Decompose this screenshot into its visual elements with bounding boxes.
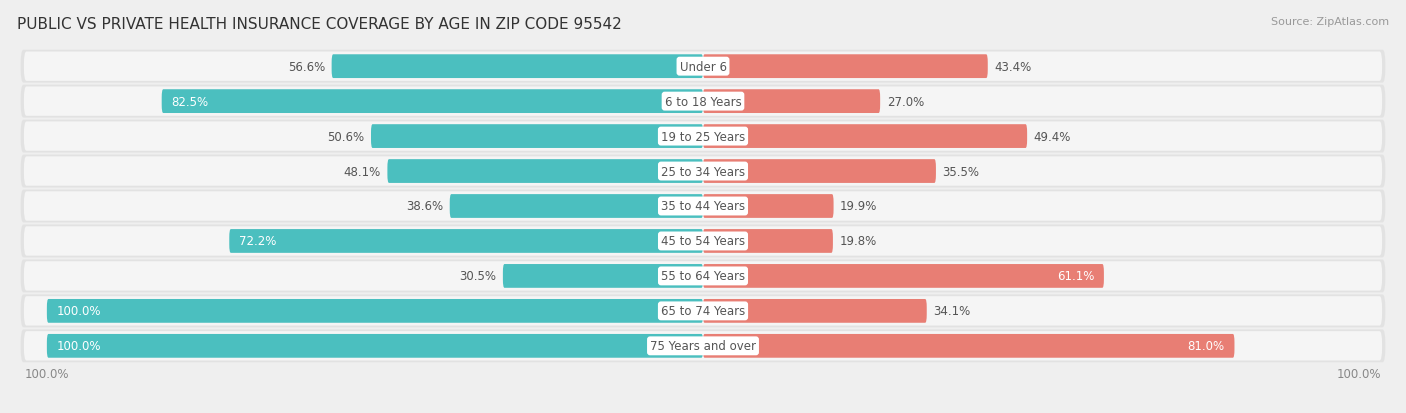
FancyBboxPatch shape <box>24 297 1382 326</box>
Text: 75 Years and over: 75 Years and over <box>650 339 756 352</box>
FancyBboxPatch shape <box>21 330 1385 362</box>
Text: 35.5%: 35.5% <box>942 165 980 178</box>
FancyBboxPatch shape <box>21 85 1385 118</box>
FancyBboxPatch shape <box>24 331 1382 361</box>
Text: 55 to 64 Years: 55 to 64 Years <box>661 270 745 283</box>
Text: 34.1%: 34.1% <box>934 305 970 318</box>
FancyBboxPatch shape <box>21 190 1385 223</box>
FancyBboxPatch shape <box>503 264 703 288</box>
FancyBboxPatch shape <box>703 90 880 114</box>
Text: 82.5%: 82.5% <box>172 95 208 108</box>
FancyBboxPatch shape <box>24 52 1382 82</box>
FancyBboxPatch shape <box>21 225 1385 258</box>
FancyBboxPatch shape <box>703 125 1028 149</box>
Text: 6 to 18 Years: 6 to 18 Years <box>665 95 741 108</box>
Text: 50.6%: 50.6% <box>328 130 364 143</box>
Text: 25 to 34 Years: 25 to 34 Years <box>661 165 745 178</box>
Text: 19 to 25 Years: 19 to 25 Years <box>661 130 745 143</box>
Text: 56.6%: 56.6% <box>288 61 325 74</box>
FancyBboxPatch shape <box>371 125 703 149</box>
FancyBboxPatch shape <box>703 195 834 218</box>
FancyBboxPatch shape <box>21 51 1385 83</box>
FancyBboxPatch shape <box>703 299 927 323</box>
Text: 19.9%: 19.9% <box>841 200 877 213</box>
Text: 100.0%: 100.0% <box>56 339 101 352</box>
FancyBboxPatch shape <box>21 295 1385 328</box>
FancyBboxPatch shape <box>703 55 988 79</box>
FancyBboxPatch shape <box>24 157 1382 186</box>
Text: 100.0%: 100.0% <box>56 305 101 318</box>
Text: Source: ZipAtlas.com: Source: ZipAtlas.com <box>1271 17 1389 26</box>
FancyBboxPatch shape <box>24 122 1382 152</box>
FancyBboxPatch shape <box>450 195 703 218</box>
FancyBboxPatch shape <box>46 334 703 358</box>
FancyBboxPatch shape <box>21 120 1385 153</box>
Text: Under 6: Under 6 <box>679 61 727 74</box>
FancyBboxPatch shape <box>703 264 1104 288</box>
Text: 45 to 54 Years: 45 to 54 Years <box>661 235 745 248</box>
Text: 61.1%: 61.1% <box>1057 270 1094 283</box>
FancyBboxPatch shape <box>21 155 1385 188</box>
Text: 65 to 74 Years: 65 to 74 Years <box>661 305 745 318</box>
FancyBboxPatch shape <box>162 90 703 114</box>
Text: 72.2%: 72.2% <box>239 235 277 248</box>
Text: 27.0%: 27.0% <box>887 95 924 108</box>
Text: 49.4%: 49.4% <box>1033 130 1071 143</box>
Text: 30.5%: 30.5% <box>460 270 496 283</box>
FancyBboxPatch shape <box>703 230 832 253</box>
Text: 35 to 44 Years: 35 to 44 Years <box>661 200 745 213</box>
FancyBboxPatch shape <box>24 192 1382 221</box>
FancyBboxPatch shape <box>388 160 703 183</box>
Text: 48.1%: 48.1% <box>343 165 381 178</box>
FancyBboxPatch shape <box>703 160 936 183</box>
Text: 19.8%: 19.8% <box>839 235 877 248</box>
Text: 43.4%: 43.4% <box>994 61 1032 74</box>
FancyBboxPatch shape <box>46 299 703 323</box>
Text: 81.0%: 81.0% <box>1188 339 1225 352</box>
FancyBboxPatch shape <box>703 334 1234 358</box>
Text: PUBLIC VS PRIVATE HEALTH INSURANCE COVERAGE BY AGE IN ZIP CODE 95542: PUBLIC VS PRIVATE HEALTH INSURANCE COVER… <box>17 17 621 31</box>
FancyBboxPatch shape <box>229 230 703 253</box>
FancyBboxPatch shape <box>21 260 1385 293</box>
FancyBboxPatch shape <box>24 261 1382 291</box>
FancyBboxPatch shape <box>24 87 1382 116</box>
FancyBboxPatch shape <box>332 55 703 79</box>
FancyBboxPatch shape <box>24 227 1382 256</box>
Text: 38.6%: 38.6% <box>406 200 443 213</box>
